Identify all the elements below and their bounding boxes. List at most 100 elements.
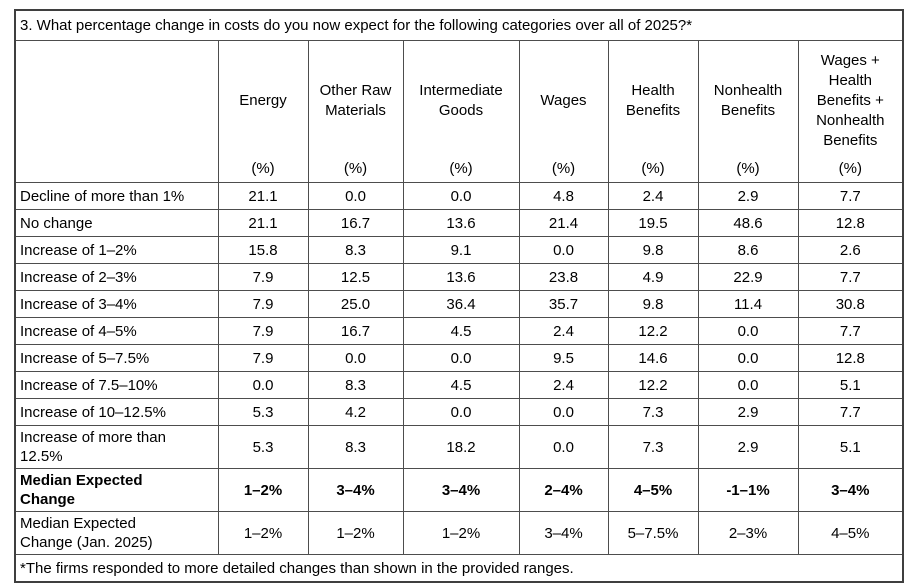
- data-cell: 2.6: [797, 236, 904, 264]
- data-cell: 5.3: [217, 425, 309, 469]
- data-cell: 0.0: [697, 344, 799, 372]
- data-cell: 0.0: [307, 344, 404, 372]
- data-cell: 7.9: [217, 317, 309, 345]
- row-label: Increase of more than 12.5%: [20, 429, 166, 465]
- data-cell: 13.6: [402, 209, 520, 237]
- row-label-cell: Increase of 7.5–10%: [14, 371, 219, 399]
- data-cell: 2.4: [607, 182, 699, 210]
- data-cell: 0.0: [217, 371, 309, 399]
- row-label: Increase of 7.5–10%: [20, 376, 158, 394]
- column-label: Wages: [540, 92, 587, 109]
- data-cell: 2.9: [697, 425, 799, 469]
- data-cell: 9.5: [518, 344, 609, 372]
- row-label: Increase of 1–2%: [20, 241, 137, 259]
- column-label: Nonhealth Benefits: [713, 82, 783, 119]
- data-cell: 4–5%: [797, 511, 904, 555]
- data-cell: 2–4%: [518, 468, 609, 512]
- data-cell: 7.3: [607, 398, 699, 426]
- data-cell: 0.0: [518, 425, 609, 469]
- table-row: Increase of 10–12.5% 5.3 4.2 0.0 0.0 7.3 2.9 7.…: [14, 398, 904, 426]
- data-cell: 48.6: [697, 209, 799, 237]
- data-cell: 7.7: [797, 317, 904, 345]
- row-label: Median Expected Change: [20, 472, 143, 508]
- data-cell: 7.7: [797, 398, 904, 426]
- cost-expectations-table: 3. What percentage change in costs do yo…: [14, 9, 905, 583]
- column-label: Other Raw Materials: [319, 82, 392, 119]
- row-label-cell: Median Expected Change: [14, 468, 219, 512]
- table-row: Increase of 3–4% 7.9 25.0 36.4 35.7 9.8 11.4 30…: [14, 290, 904, 318]
- row-label-cell: Median Expected Change (Jan. 2025): [14, 511, 219, 555]
- data-cell: 5.3: [217, 398, 309, 426]
- row-label-cell: Increase of 5–7.5%: [14, 344, 219, 372]
- data-cell: 12.5: [307, 263, 404, 291]
- data-cell: 13.6: [402, 263, 520, 291]
- row-label: Increase of 2–3%: [20, 268, 137, 286]
- data-cell: 9.1: [402, 236, 520, 264]
- data-cell: 4.5: [402, 317, 520, 345]
- table-row: Increase of 2–3% 7.9 12.5 13.6 23.8 4.9 22.9 7.…: [14, 263, 904, 291]
- data-cell: 9.8: [607, 236, 699, 264]
- data-cell: 4.2: [307, 398, 404, 426]
- data-cell: 0.0: [697, 317, 799, 345]
- data-cell: 3–4%: [402, 468, 520, 512]
- row-label: Median Expected Change (Jan. 2025): [20, 515, 153, 551]
- data-cell: 36.4: [402, 290, 520, 318]
- data-cell: 4–5%: [607, 468, 699, 512]
- data-cell: 4.9: [607, 263, 699, 291]
- data-cell: 35.7: [518, 290, 609, 318]
- data-cell: 5.1: [797, 371, 904, 399]
- column-label: Intermediate Goods: [419, 82, 503, 119]
- data-cell: 0.0: [402, 398, 520, 426]
- row-label-cell: Increase of 10–12.5%: [14, 398, 219, 426]
- column-label: Wages + Health Benefits + Nonhealth Bene…: [816, 52, 885, 149]
- header-row: Energy (%) Other Raw Materials (%) Inter…: [14, 40, 904, 183]
- data-cell: 7.3: [607, 425, 699, 469]
- data-cell: 16.7: [307, 209, 404, 237]
- data-cell: 11.4: [697, 290, 799, 318]
- unit-label: (%): [838, 160, 862, 177]
- table-row: Increase of 5–7.5% 7.9 0.0 0.0 9.5 14.6 0.0 12.…: [14, 344, 904, 372]
- unit-label: (%): [641, 160, 665, 177]
- data-cell: 22.9: [697, 263, 799, 291]
- data-cell: 2.9: [697, 182, 799, 210]
- data-cell: 15.8: [217, 236, 309, 264]
- data-cell: 7.9: [217, 263, 309, 291]
- footnote-row: *The firms responded to more detailed ch…: [14, 554, 904, 583]
- data-cell: 1–2%: [402, 511, 520, 555]
- data-cell: 21.4: [518, 209, 609, 237]
- data-cell: 1–2%: [217, 511, 309, 555]
- data-cell: 12.8: [797, 344, 904, 372]
- row-label: Decline of more than 1%: [20, 187, 185, 205]
- row-label: Increase of 5–7.5%: [20, 349, 150, 367]
- row-label: Increase of 10–12.5%: [20, 403, 166, 421]
- data-cell: 2.4: [518, 371, 609, 399]
- column-header-health-benefits: Health Benefits (%): [607, 40, 699, 183]
- column-header-wages: Wages (%): [518, 40, 609, 183]
- data-cell: 30.8: [797, 290, 904, 318]
- column-header-other-raw-materials: Other Raw Materials (%): [307, 40, 404, 183]
- row-label-cell: Increase of more than 12.5%: [14, 425, 219, 469]
- data-cell: 7.9: [217, 344, 309, 372]
- data-cell: -1–1%: [697, 468, 799, 512]
- data-cell: 7.9: [217, 290, 309, 318]
- unit-label: (%): [736, 160, 760, 177]
- data-cell: 21.1: [217, 182, 309, 210]
- row-label-cell: Increase of 1–2%: [14, 236, 219, 264]
- row-label-cell: No change: [14, 209, 219, 237]
- data-cell: 12.2: [607, 371, 699, 399]
- table-row: No change 21.1 16.7 13.6 21.4 19.5 48.6 12.8: [14, 209, 904, 237]
- data-cell: 8.3: [307, 236, 404, 264]
- data-cell: 8.6: [697, 236, 799, 264]
- row-label: Increase of 4–5%: [20, 322, 137, 340]
- unit-label: (%): [251, 160, 275, 177]
- data-cell: 0.0: [518, 398, 609, 426]
- column-header-wages-plus-benefits: Wages + Health Benefits + Nonhealth Bene…: [797, 40, 904, 183]
- data-cell: 0.0: [402, 344, 520, 372]
- table-row: Increase of 7.5–10% 0.0 8.3 4.5 2.4 12.2 0.0 5.…: [14, 371, 904, 399]
- data-cell: 23.8: [518, 263, 609, 291]
- column-header-intermediate-goods: Intermediate Goods (%): [402, 40, 520, 183]
- data-cell: 7.7: [797, 263, 904, 291]
- data-cell: 5.1: [797, 425, 904, 469]
- data-cell: 8.3: [307, 371, 404, 399]
